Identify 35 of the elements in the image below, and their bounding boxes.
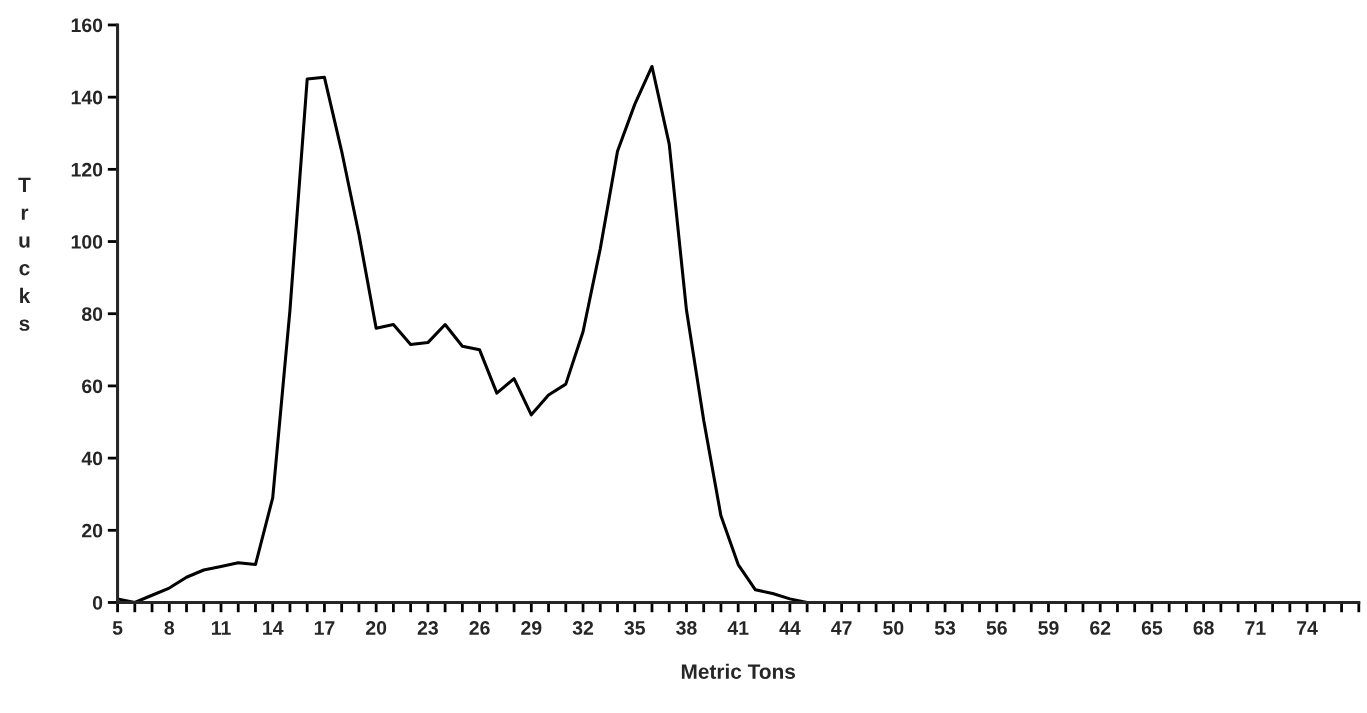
x-tick-label: 68 [1193, 621, 1214, 635]
y-tick-label: 40 [81, 451, 103, 466]
x-tick-label: 74 [1297, 621, 1318, 635]
x-tick-label: 56 [986, 621, 1007, 635]
x-tick-label: 20 [366, 621, 387, 635]
x-tick-label: 26 [469, 621, 490, 635]
x-tick-label: 35 [624, 621, 646, 635]
y-tick-label: 120 [71, 162, 103, 177]
x-tick-label: 62 [1090, 621, 1111, 635]
x-tick-label: 32 [572, 621, 594, 635]
y-tick-label: 100 [71, 235, 103, 249]
y-axis-title: Trucks [18, 177, 31, 331]
x-axis-title: Metric Tons [681, 663, 796, 679]
x-tick-label: 44 [779, 621, 801, 635]
x-tick-label: 65 [1141, 621, 1163, 635]
x-tick-label: 71 [1245, 621, 1266, 635]
x-tick-label: 59 [1038, 621, 1059, 635]
x-tick-label: 47 [831, 621, 852, 635]
x-tick-label: 8 [164, 621, 175, 635]
x-tick-label: 23 [417, 621, 438, 635]
y-tick-label: 140 [71, 90, 103, 105]
x-tick-label: 50 [883, 621, 904, 635]
y-tick-label: 80 [81, 307, 103, 321]
y-tick-label: 0 [92, 595, 103, 610]
y-tick-label: 160 [71, 18, 103, 33]
x-tick-label: 41 [727, 621, 749, 635]
x-tick-label: 14 [263, 621, 284, 635]
y-tick-label: 20 [82, 523, 103, 538]
x-tick-label: 53 [934, 621, 956, 635]
x-tick-label: 38 [676, 621, 697, 635]
x-tick-label: 29 [521, 621, 542, 635]
x-tick-label: 17 [314, 621, 335, 635]
y-tick-label: 60 [82, 379, 103, 394]
x-tick-label: 5 [112, 621, 123, 635]
x-tick-label: 11 [211, 621, 231, 635]
